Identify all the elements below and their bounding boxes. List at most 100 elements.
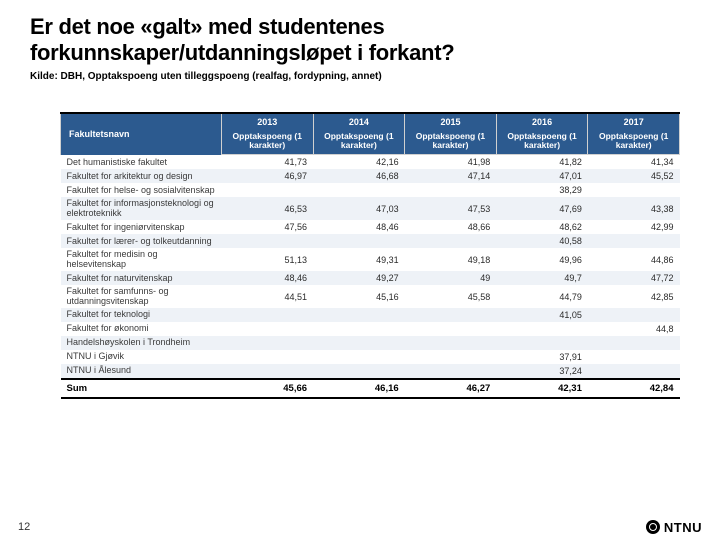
cell-value	[313, 350, 405, 364]
cell-value	[405, 350, 497, 364]
table-row: Fakultet for arkitektur og design46,9746…	[61, 169, 680, 183]
cell-value: 49,96	[496, 248, 588, 271]
col-subheader: Opptakspoeng (1 karakter)	[313, 130, 405, 155]
cell-value: 41,34	[588, 155, 680, 170]
cell-value: 45,16	[313, 285, 405, 308]
sum-val: 42,84	[588, 379, 680, 398]
cell-value: 47,03	[313, 197, 405, 220]
cell-value: 48,46	[313, 220, 405, 234]
cell-value	[405, 234, 497, 248]
col-header-year: 2013	[221, 113, 313, 130]
col-subheader: Opptakspoeng (1 karakter)	[221, 130, 313, 155]
col-header-year: 2016	[496, 113, 588, 130]
cell-value: 47,56	[221, 220, 313, 234]
table-row: Fakultet for lærer- og tolkeutdanning 40,…	[61, 234, 680, 248]
cell-value: 47,53	[405, 197, 497, 220]
table-row: Fakultet for samfunns- og utdanningsvite…	[61, 285, 680, 308]
cell-value: 44,51	[221, 285, 313, 308]
cell-value	[313, 336, 405, 349]
row-label: Handelshøyskolen i Trondheim	[61, 336, 222, 349]
cell-value	[588, 308, 680, 322]
slide-subtitle: Kilde: DBH, Opptakspoeng uten tilleggspo…	[30, 71, 690, 82]
cell-value: 42,85	[588, 285, 680, 308]
cell-value: 49,27	[313, 271, 405, 285]
cell-value	[405, 308, 497, 322]
cell-value: 48,66	[405, 220, 497, 234]
cell-value	[221, 183, 313, 197]
cell-value: 41,98	[405, 155, 497, 170]
cell-value	[496, 322, 588, 336]
row-label: Fakultet for ingeniørvitenskap	[61, 220, 222, 234]
cell-value	[496, 336, 588, 349]
row-label: Fakultet for økonomi	[61, 322, 222, 336]
sum-val: 46,27	[405, 379, 497, 398]
row-label: Det humanistiske fakultet	[61, 155, 222, 170]
cell-value	[221, 308, 313, 322]
cell-value: 44,86	[588, 248, 680, 271]
cell-value	[588, 234, 680, 248]
col-subheader: Opptakspoeng (1 karakter)	[588, 130, 680, 155]
cell-value	[313, 234, 405, 248]
row-label: NTNU i Gjøvik	[61, 350, 222, 364]
col-header-rowlabel: Fakultetsnavn	[61, 113, 222, 155]
cell-value	[221, 336, 313, 349]
cell-value: 37,91	[496, 350, 588, 364]
cell-value	[221, 234, 313, 248]
cell-value: 46,53	[221, 197, 313, 220]
sum-label: Sum	[61, 379, 222, 398]
col-subheader: Opptakspoeng (1 karakter)	[405, 130, 497, 155]
row-label: NTNU i Ålesund	[61, 364, 222, 379]
table-row: Det humanistiske fakultet41,7342,1641,98…	[61, 155, 680, 170]
cell-value: 44,79	[496, 285, 588, 308]
cell-value: 47,14	[405, 169, 497, 183]
table-row: NTNU i Gjøvik 37,91	[61, 350, 680, 364]
cell-value: 41,05	[496, 308, 588, 322]
cell-value: 46,68	[313, 169, 405, 183]
cell-value	[221, 350, 313, 364]
cell-value: 40,58	[496, 234, 588, 248]
cell-value: 43,38	[588, 197, 680, 220]
cell-value: 41,73	[221, 155, 313, 170]
cell-value: 51,13	[221, 248, 313, 271]
col-header-year: 2014	[313, 113, 405, 130]
table-row: Fakultet for teknologi41,05	[61, 308, 680, 322]
row-label: Fakultet for informasjonsteknologi og el…	[61, 197, 222, 220]
cell-value: 49	[405, 271, 497, 285]
table-row: Handelshøyskolen i Trondheim	[61, 336, 680, 349]
page-number: 12	[18, 521, 30, 533]
ntnu-logo-icon	[646, 520, 660, 534]
cell-value: 47,01	[496, 169, 588, 183]
cell-value: 48,62	[496, 220, 588, 234]
cell-value	[588, 336, 680, 349]
row-label: Fakultet for samfunns- og utdanningsvite…	[61, 285, 222, 308]
col-header-year: 2017	[588, 113, 680, 130]
cell-value	[313, 308, 405, 322]
cell-value: 48,46	[221, 271, 313, 285]
data-table: Fakultetsnavn 2013 2014 2015 2016 2017 O…	[60, 112, 680, 399]
ntnu-logo-text: NTNU	[664, 520, 702, 535]
cell-value	[588, 364, 680, 379]
table-row: NTNU i Ålesund 37,24	[61, 364, 680, 379]
row-label: Fakultet for lærer- og tolkeutdanning	[61, 234, 222, 248]
cell-value	[588, 183, 680, 197]
table-row: Fakultet for medisin og helsevitenskap51…	[61, 248, 680, 271]
sum-val: 42,31	[496, 379, 588, 398]
cell-value: 38,29	[496, 183, 588, 197]
cell-value: 49,7	[496, 271, 588, 285]
data-table-wrap: Fakultetsnavn 2013 2014 2015 2016 2017 O…	[60, 112, 680, 399]
table-row: Fakultet for helse- og sosialvitenskap38…	[61, 183, 680, 197]
ntnu-logo: NTNU	[646, 520, 702, 535]
row-label: Fakultet for naturvitenskap	[61, 271, 222, 285]
cell-value: 42,99	[588, 220, 680, 234]
cell-value	[221, 322, 313, 336]
col-header-year: 2015	[405, 113, 497, 130]
table-row: Fakultet for informasjonsteknologi og el…	[61, 197, 680, 220]
cell-value: 44,8	[588, 322, 680, 336]
sum-val: 46,16	[313, 379, 405, 398]
cell-value	[405, 322, 497, 336]
cell-value: 37,24	[496, 364, 588, 379]
cell-value	[588, 350, 680, 364]
cell-value	[405, 336, 497, 349]
cell-value: 49,18	[405, 248, 497, 271]
cell-value	[221, 364, 313, 379]
